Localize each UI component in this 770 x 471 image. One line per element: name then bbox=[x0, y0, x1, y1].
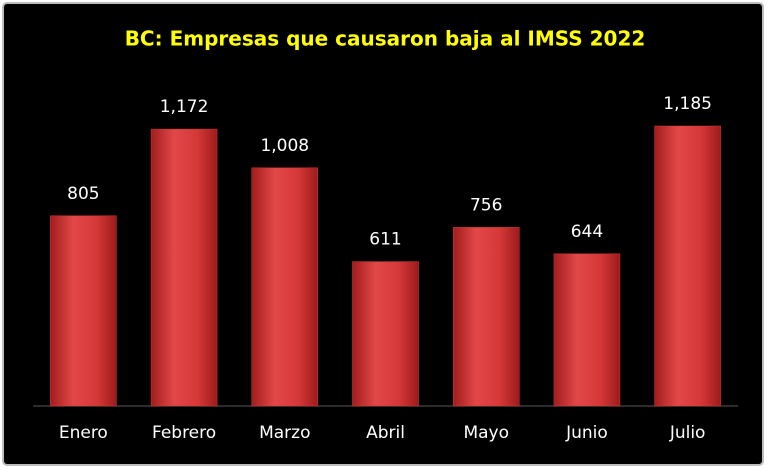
bar bbox=[352, 261, 419, 407]
data-label: 1,172 bbox=[160, 97, 209, 117]
x-tick-label: Marzo bbox=[259, 423, 310, 443]
bar bbox=[654, 125, 721, 407]
bar bbox=[452, 227, 520, 407]
bar bbox=[150, 128, 218, 407]
x-tick-label: Mayo bbox=[463, 423, 509, 443]
bar bbox=[553, 253, 621, 407]
chart-title: BC: Empresas que causaron baja al IMSS 2… bbox=[125, 27, 646, 51]
data-label: 756 bbox=[470, 195, 502, 215]
x-tick-label: Enero bbox=[59, 423, 108, 443]
x-tick-label: Abril bbox=[366, 423, 405, 443]
x-tick-label: Febrero bbox=[152, 423, 216, 443]
x-tick-label: Junio bbox=[565, 423, 608, 443]
bar bbox=[50, 215, 117, 407]
x-tick-label: Julio bbox=[669, 423, 706, 443]
data-label: 644 bbox=[571, 222, 603, 242]
bar bbox=[251, 167, 319, 407]
data-label: 611 bbox=[369, 230, 401, 250]
data-label: 805 bbox=[67, 184, 99, 204]
data-label: 1,008 bbox=[260, 136, 309, 156]
data-label: 1,185 bbox=[663, 94, 712, 114]
